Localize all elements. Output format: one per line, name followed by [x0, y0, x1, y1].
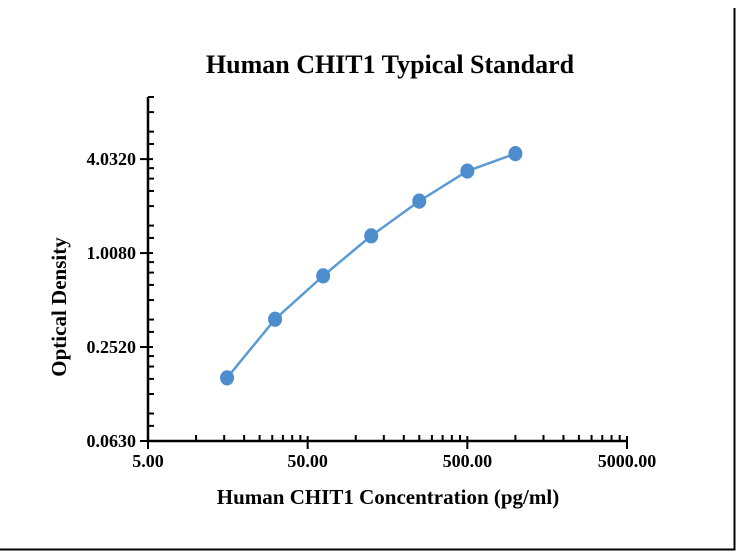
standard-curve-line — [225, 152, 517, 380]
page-frame — [0, 8, 736, 551]
data-point-marker — [508, 146, 523, 162]
chart-title: Human CHIT1 Typical Standard — [206, 50, 575, 79]
y-axis-title: Optical Density — [47, 237, 71, 377]
data-point-marker — [364, 228, 379, 244]
data-point-marker — [412, 193, 427, 209]
x-axis-title: Human CHIT1 Concentration (pg/ml) — [217, 485, 559, 509]
x-tick-label: 500.00 — [443, 451, 493, 471]
data-point-marker — [460, 163, 475, 179]
x-tick-label: 50.00 — [287, 451, 328, 471]
y-tick-label: 1.0080 — [87, 243, 137, 263]
data-point-marker — [220, 370, 235, 386]
y-tick-label: 4.0320 — [87, 149, 137, 169]
axes-layer: 5.00 50.00 500.00 5000.00 0.0630 0.2520 1.0080… — [87, 96, 657, 471]
data-point-marker — [268, 311, 283, 327]
x-tick-label: 5000.00 — [598, 451, 657, 471]
x-tick-label: 5.00 — [132, 451, 164, 471]
y-tick-label: 0.0630 — [87, 431, 137, 451]
data-point-marker — [316, 268, 331, 284]
y-tick-label: 0.2520 — [87, 337, 137, 357]
series-layer — [220, 146, 523, 386]
